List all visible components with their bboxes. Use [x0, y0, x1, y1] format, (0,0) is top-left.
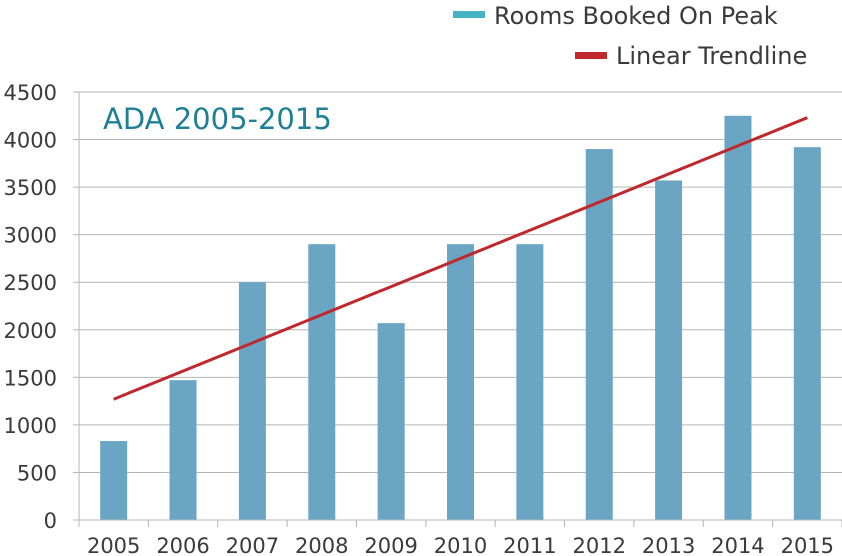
y-tick-label: 0 — [44, 509, 57, 533]
x-tick-label: 2006 — [156, 534, 209, 556]
bar-2012 — [585, 149, 613, 521]
x-tick-label: 2008 — [295, 534, 348, 556]
y-tick-labels: 0 500 1000 1500 2000 2500 3000 3500 4000 4500 — [4, 81, 57, 533]
x-tick-label: 2012 — [573, 534, 626, 556]
y-tick-label: 500 — [17, 461, 57, 485]
y-tick-label: 1500 — [4, 366, 57, 390]
y-tick-label: 1000 — [4, 414, 57, 438]
x-tick-label: 2014 — [711, 534, 764, 556]
x-tick-label: 2005 — [87, 534, 140, 556]
legend-swatch-bars — [453, 11, 485, 18]
y-tick-label: 2000 — [4, 319, 57, 343]
bar-2007 — [238, 282, 266, 520]
bar-2005 — [100, 441, 128, 520]
bar-2013 — [655, 180, 683, 520]
y-tick-label: 3000 — [4, 224, 57, 248]
bar-2008 — [308, 244, 336, 520]
x-tick-labels: 2005 2006 2007 2008 2009 2010 2011 2012 2013 2014… — [87, 534, 834, 556]
bar-2014 — [724, 115, 752, 521]
y-tick-label: 4500 — [4, 81, 57, 105]
bar-2015 — [793, 147, 821, 521]
x-tick-label: 2011 — [503, 534, 556, 556]
bar-2011 — [516, 244, 544, 520]
axes — [78, 92, 842, 527]
legend-swatch-trendline — [575, 52, 607, 59]
x-tick-label: 2010 — [434, 534, 487, 556]
bar-2006 — [169, 380, 197, 520]
chart-title: ADA 2005-2015 — [103, 102, 332, 136]
legend: Rooms Booked On Peak Linear Trendline — [453, 2, 807, 70]
trendline-group — [113, 116, 808, 401]
x-tick-label: 2007 — [226, 534, 279, 556]
legend-label-trendline: Linear Trendline — [616, 42, 807, 70]
bar-2009 — [377, 323, 405, 520]
x-tick-label: 2015 — [781, 534, 834, 556]
legend-label-bars: Rooms Booked On Peak — [494, 2, 778, 30]
y-tick-label: 4000 — [4, 129, 57, 153]
y-tick-label: 3500 — [4, 176, 57, 200]
bar-2010 — [447, 244, 474, 520]
bars — [100, 115, 821, 521]
trendline — [113, 116, 808, 401]
y-tick-label: 2500 — [4, 271, 57, 295]
x-tick-label: 2009 — [364, 534, 417, 556]
x-tick-label: 2013 — [642, 534, 695, 556]
